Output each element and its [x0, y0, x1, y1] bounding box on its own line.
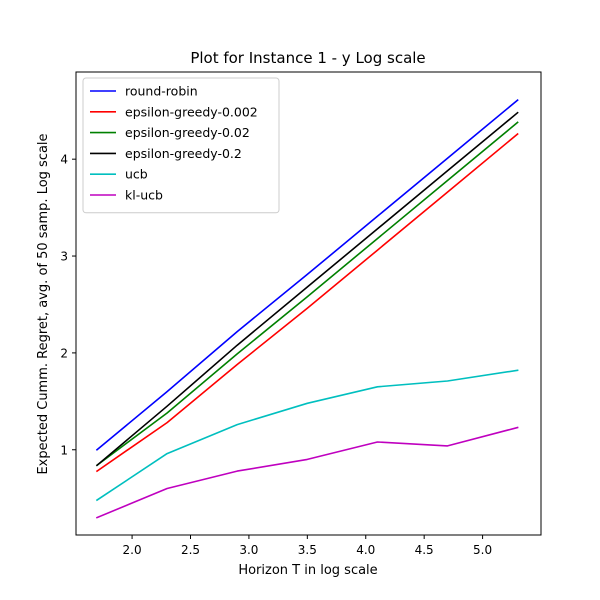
y-tick-label: 3 [60, 250, 68, 264]
legend-label-ucb: ucb [125, 167, 148, 182]
x-tick-label: 5.0 [473, 543, 492, 557]
y-tick-label: 4 [60, 153, 68, 167]
series-line-round-robin [95, 98, 519, 451]
x-axis-label: Horizon T in log scale [238, 563, 377, 578]
x-tick-label: 2.0 [123, 543, 142, 557]
chart-title: Plot for Instance 1 - y Log scale [190, 49, 425, 67]
series-line-kl-ucb [95, 426, 519, 519]
series-line-epsilon-greedy-0.002 [95, 132, 519, 473]
y-tick-label: 1 [60, 443, 68, 457]
legend-label-epsilon-greedy-0.02: epsilon-greedy-0.02 [125, 125, 250, 140]
legend-label-kl-ucb: kl-ucb [125, 188, 163, 203]
series-line-epsilon-greedy-0.02 [95, 121, 519, 467]
series-line-epsilon-greedy-0.2 [95, 111, 519, 467]
legend-label-epsilon-greedy-0.002: epsilon-greedy-0.002 [125, 104, 258, 119]
x-tick-label: 4.5 [415, 543, 434, 557]
series-line-ucb [95, 369, 519, 502]
y-axis-label: Expected Cumm. Regret, avg. of 50 samp. … [36, 133, 51, 474]
x-tick-label: 4.0 [356, 543, 375, 557]
legend: round-robin epsilon-greedy-0.002 epsilon-g… [82, 77, 280, 214]
y-tick-label: 2 [60, 346, 68, 360]
axes-frame [75, 71, 542, 536]
x-tick-label: 2.5 [181, 543, 200, 557]
legend-label-round-robin: round-robin [125, 84, 198, 99]
legend-box [82, 77, 280, 214]
x-tick-label: 3.0 [239, 543, 258, 557]
legend-label-epsilon-greedy-0.2: epsilon-greedy-0.2 [125, 146, 242, 161]
plot-area: 2.0 2.5 3.0 3.5 4.0 4.5 5.0 1 2 3 4 round-robin epsi… [60, 71, 542, 557]
x-tick-label: 3.5 [298, 543, 317, 557]
